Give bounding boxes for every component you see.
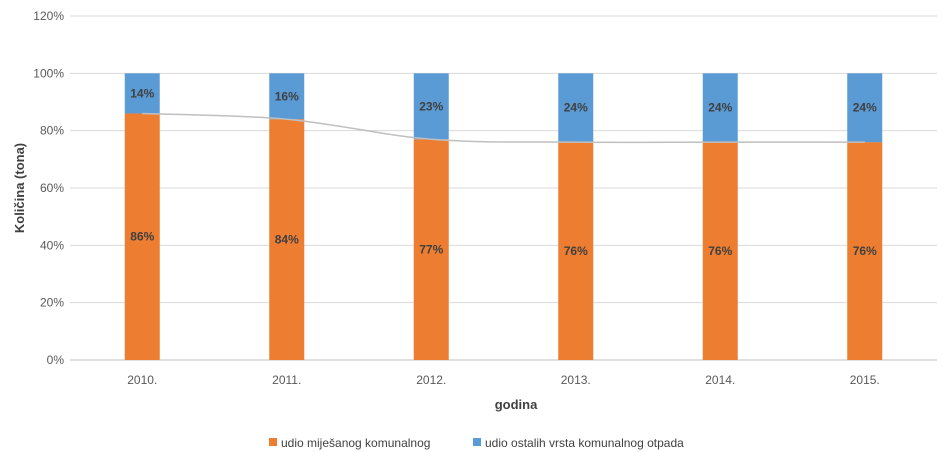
bar-segment-other <box>269 73 305 120</box>
y-tick-label: 80% <box>40 124 64 138</box>
y-tick-label: 20% <box>40 296 64 310</box>
x-tick-label: 2011. <box>272 373 301 387</box>
bar-segment-mixed <box>269 119 305 360</box>
legend-swatch <box>473 438 481 446</box>
bar-segment-mixed <box>558 142 594 360</box>
data-label: 16% <box>275 89 299 103</box>
data-label: 24% <box>564 101 588 115</box>
bar-segment-other <box>702 73 738 143</box>
bar-segment-mixed <box>702 142 738 360</box>
data-label: 86% <box>130 230 154 244</box>
data-label: 23% <box>419 99 443 113</box>
bar-segment-mixed <box>413 139 449 360</box>
y-tick-label: 0% <box>47 353 65 367</box>
x-axis-title: godina <box>495 397 538 412</box>
x-tick-label: 2014. <box>705 373 735 387</box>
x-tick-label: 2010. <box>127 373 157 387</box>
data-label: 84% <box>275 233 299 247</box>
data-label: 76% <box>564 244 588 258</box>
data-label: 24% <box>853 101 877 115</box>
bar-segment-other <box>413 73 449 140</box>
y-axis-title: Količina (tona) <box>12 143 27 233</box>
legend: udio miješanog komunalnog udio ostalih vr… <box>269 436 684 450</box>
bar-segment-other <box>558 73 594 143</box>
y-tick-label: 40% <box>40 238 64 252</box>
bar-labels: 86% 14% 84% 16% 77% 23% 76% 24% 76% 24% 76% 24% <box>130 86 877 258</box>
bar-segment-other <box>124 73 160 114</box>
data-label: 76% <box>853 244 877 258</box>
bar-segment-mixed <box>847 142 883 360</box>
x-tick-label: 2012. <box>416 373 446 387</box>
legend-label: udio ostalih vrsta komunalnog otpada <box>485 436 684 450</box>
gridlines <box>70 15 937 361</box>
x-axis-ticks: 2010. 2011. 2012. 2013. 2014. 2015. <box>127 373 880 387</box>
x-tick-label: 2015. <box>850 373 880 387</box>
legend-label: udio miješanog komunalnog <box>281 436 430 450</box>
bars <box>124 73 883 360</box>
y-tick-label: 100% <box>33 66 64 80</box>
data-label: 76% <box>708 244 732 258</box>
data-label: 77% <box>419 243 443 257</box>
y-tick-label: 60% <box>40 181 64 195</box>
x-tick-label: 2013. <box>561 373 591 387</box>
trend-line <box>142 112 865 144</box>
y-axis-ticks: 0% 20% 40% 60% 80% 100% 120% <box>33 9 64 367</box>
data-label: 24% <box>708 101 732 115</box>
legend-swatch <box>269 438 277 446</box>
y-tick-label: 120% <box>33 9 64 23</box>
bar-segment-other <box>847 73 883 143</box>
data-label: 14% <box>130 86 154 100</box>
bar-segment-mixed <box>124 113 160 360</box>
trend-line-group <box>142 112 865 144</box>
